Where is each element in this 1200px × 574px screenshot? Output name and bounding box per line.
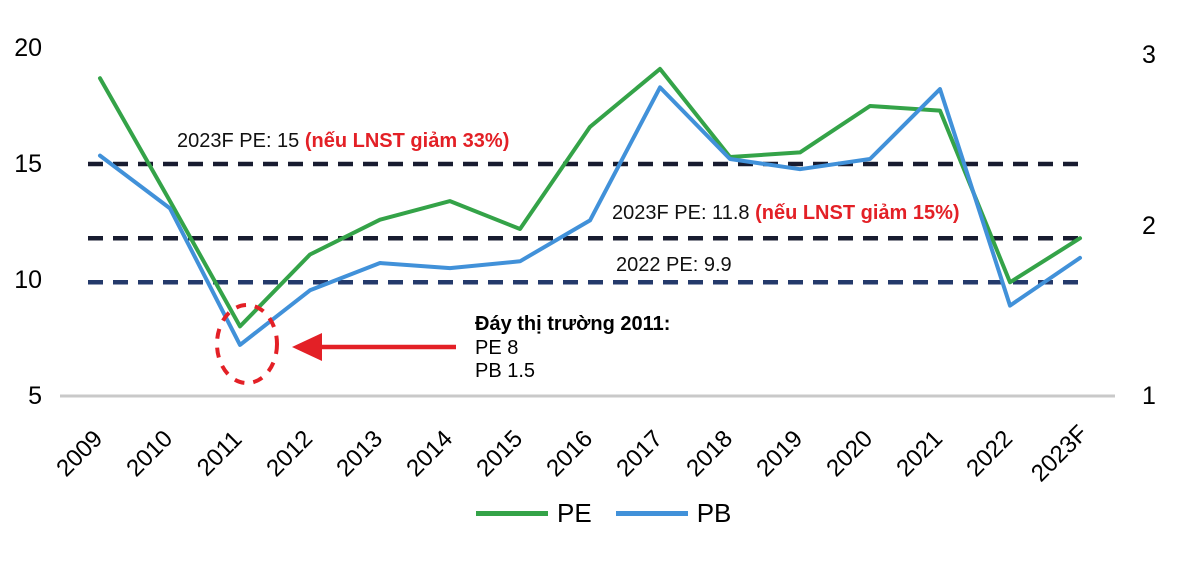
- ref-label-black: 2022 PE: 9.9: [616, 254, 732, 276]
- pb-line: [98, 85, 1082, 347]
- callout-arrow-head-icon: [292, 333, 322, 361]
- legend: PE PB: [476, 499, 731, 527]
- ref-label-black: 2023F PE: 15: [177, 130, 305, 152]
- market-bottom-circle: [215, 303, 279, 385]
- pe-line: [98, 66, 1082, 329]
- ref-label-red: (nếu LNST giảm 33%): [304, 130, 510, 152]
- callout-pe-value: PE 8: [475, 337, 519, 359]
- ref-label-black: 2023F PE: 11.8: [612, 202, 756, 224]
- legend-item-pe: PE: [476, 499, 592, 527]
- left-axis-tick-5: 5: [28, 382, 42, 410]
- legend-label-pb: PB: [696, 498, 732, 528]
- market-bottom-callout: Đáy thị trường 2011: PE 8 PB 1.5: [475, 312, 670, 383]
- callout-pb-value: PB 1.5: [475, 360, 536, 382]
- ref-label-red: (nếu LNST giảm 15%): [755, 202, 960, 224]
- ref-label-2023f-pe-11-8: 2023F PE: 11.8 (nếu LNST giảm 15%): [612, 202, 960, 225]
- legend-label-pe: PE: [557, 498, 592, 528]
- pb-line-swatch: [615, 510, 688, 516]
- ref-label-2023f-pe-15: 2023F PE: 15 (nếu LNST giảm 33%): [177, 130, 509, 153]
- left-axis-tick-10: 10: [14, 266, 42, 294]
- pe-line-swatch: [476, 510, 548, 516]
- left-axis-tick-15: 15: [14, 150, 42, 178]
- ref-label-2022-pe-9-9: 2022 PE: 9.9: [616, 254, 732, 277]
- callout-title: Đáy thị trường 2011:: [475, 313, 671, 335]
- right-axis-tick-1: 1: [1142, 382, 1156, 410]
- legend-item-pb: PB: [615, 498, 732, 528]
- left-axis-tick-20: 20: [14, 34, 42, 62]
- right-axis-tick-3: 3: [1142, 41, 1156, 69]
- right-axis-tick-2: 2: [1142, 211, 1156, 240]
